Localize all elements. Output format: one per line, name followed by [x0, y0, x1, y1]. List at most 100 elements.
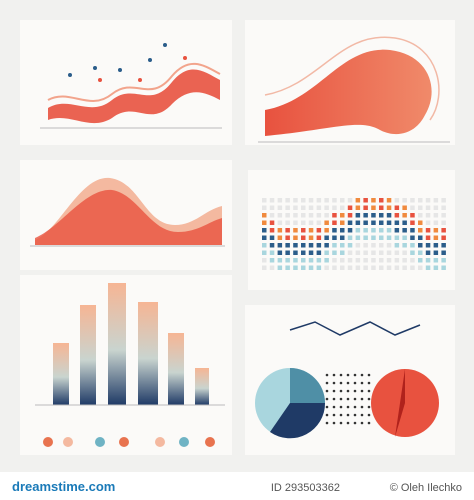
dot	[441, 228, 446, 233]
dot	[339, 413, 343, 417]
dot	[402, 258, 407, 263]
dot	[425, 258, 431, 263]
dot	[340, 243, 345, 248]
dot	[394, 250, 400, 255]
dot	[402, 243, 407, 248]
dot	[363, 198, 368, 203]
dot	[262, 228, 267, 233]
dot	[379, 213, 384, 218]
dot	[367, 381, 371, 385]
dot	[402, 250, 407, 255]
dot	[355, 220, 361, 225]
dot	[386, 220, 392, 225]
dot	[386, 228, 392, 233]
dot	[324, 213, 329, 218]
dot	[353, 397, 357, 401]
dot	[347, 258, 353, 263]
dot	[371, 235, 376, 240]
dot	[363, 250, 368, 255]
dot	[371, 220, 376, 225]
dot	[332, 389, 336, 393]
dot	[360, 381, 364, 385]
dot	[277, 258, 283, 263]
dot	[410, 235, 415, 240]
dot	[410, 213, 415, 218]
bar	[138, 302, 158, 405]
dot	[308, 205, 314, 210]
dot	[308, 220, 314, 225]
dot	[301, 235, 306, 240]
dot	[394, 205, 400, 210]
dot	[324, 228, 329, 233]
pie-slice	[395, 369, 405, 437]
dot	[346, 389, 350, 393]
dot	[425, 250, 431, 255]
dot	[425, 205, 431, 210]
dot	[293, 243, 298, 248]
dot	[355, 243, 361, 248]
footer-id: ID 293503362	[271, 482, 340, 494]
dot	[316, 243, 322, 248]
sparkline	[289, 321, 421, 336]
dot	[418, 205, 423, 210]
dot	[262, 250, 267, 255]
scatter-dots	[68, 43, 187, 82]
dot	[363, 243, 368, 248]
dot	[332, 381, 336, 385]
dot	[325, 405, 329, 409]
bar	[168, 333, 184, 405]
dot	[293, 258, 298, 263]
dot	[325, 381, 329, 385]
dot	[355, 258, 361, 263]
dot	[332, 213, 337, 218]
dot	[316, 265, 322, 270]
dot	[293, 265, 298, 270]
dot	[425, 243, 431, 248]
dot	[402, 220, 407, 225]
panel-area-mid-left	[20, 160, 232, 270]
dot	[340, 265, 345, 270]
bar	[80, 305, 96, 405]
dot	[269, 258, 275, 263]
dot	[277, 198, 283, 203]
dot	[363, 258, 368, 263]
dot	[418, 265, 423, 270]
dot	[363, 228, 368, 233]
dot	[367, 405, 371, 409]
dot	[308, 243, 314, 248]
dot	[346, 381, 350, 385]
dot	[410, 265, 415, 270]
dot	[262, 243, 267, 248]
dot	[325, 397, 329, 401]
dot	[316, 220, 322, 225]
dot	[340, 220, 345, 225]
dot	[332, 405, 336, 409]
dot	[394, 220, 400, 225]
dot	[262, 205, 267, 210]
pie-slice	[290, 368, 325, 403]
dot	[346, 421, 350, 425]
dot	[301, 265, 306, 270]
wave-line	[47, 63, 221, 102]
dot	[339, 381, 343, 385]
dot	[324, 235, 329, 240]
dot	[269, 205, 275, 210]
dot	[433, 265, 439, 270]
dot	[340, 235, 345, 240]
dot	[332, 220, 337, 225]
legend-dots	[43, 437, 215, 447]
dot	[308, 235, 314, 240]
dot	[301, 243, 306, 248]
dot	[301, 258, 306, 263]
dot	[433, 220, 439, 225]
curve-area	[265, 49, 432, 136]
dot	[425, 198, 431, 203]
dot	[360, 405, 364, 409]
panel-wave-top-left	[20, 20, 232, 145]
dot	[347, 198, 353, 203]
dot-grid	[325, 373, 371, 425]
dot	[301, 213, 306, 218]
dot	[355, 205, 361, 210]
dot	[340, 250, 345, 255]
dot	[332, 228, 337, 233]
